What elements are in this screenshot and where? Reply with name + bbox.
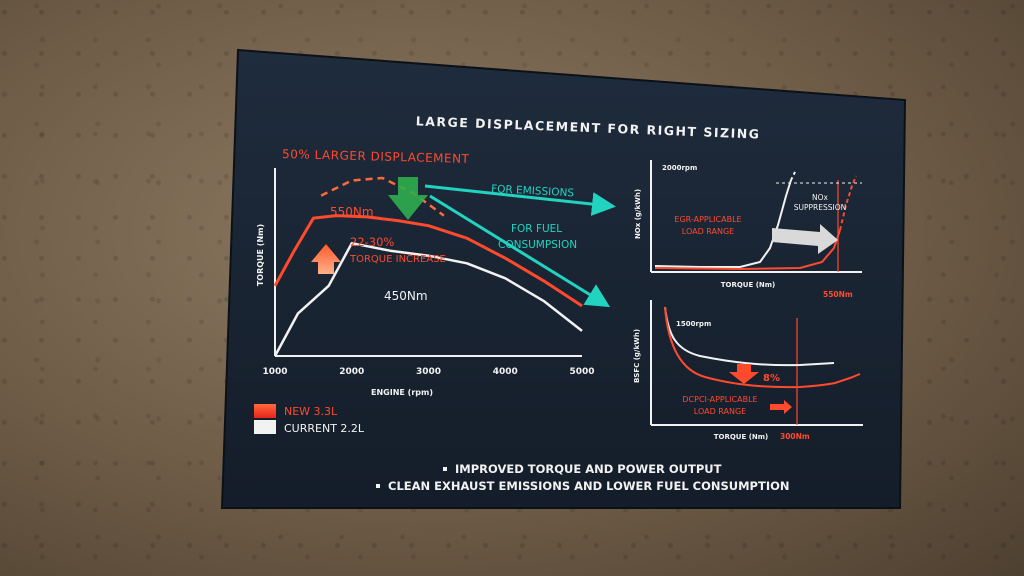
torque-x-label: ENGINE (rpm)	[371, 388, 433, 397]
fuel-arrow-label-1: FOR FUEL	[511, 223, 562, 235]
nox-suppression-arrow	[772, 224, 838, 254]
bsfc-range-label-1: DCPCI-APPLICABLE	[682, 395, 757, 404]
nox-y-label: NOx (g/kWh)	[634, 189, 642, 239]
legend-swatch-new	[254, 404, 276, 418]
torque-chart: TORQUE (Nm) ENGINE (rpm) 1000 2000 3000 400…	[256, 168, 595, 397]
fuel-arrow	[429, 194, 611, 308]
torque-y-label: TORQUE (Nm)	[256, 224, 265, 286]
current-peak-label: 450Nm	[384, 289, 428, 303]
new-torque-line	[273, 214, 583, 308]
headline-text: 50% LARGER DISPLACEMENT	[282, 147, 470, 166]
legend-label-new: NEW 3.3L	[284, 405, 338, 418]
nox-suppression-label-1: NOx	[812, 193, 829, 202]
green-down-arrow	[388, 177, 428, 220]
nox-chart: NOx (g/kWh) TORQUE (Nm) 2000rpm 550Nm NO…	[634, 160, 862, 299]
bsfc-x-label: TORQUE (Nm)	[714, 433, 769, 441]
bsfc-limit-label: 300Nm	[780, 432, 810, 441]
current-torque-line	[273, 241, 583, 357]
bullet-marker-2	[376, 484, 380, 488]
emissions-arrow	[424, 184, 616, 216]
bsfc-new-curve	[664, 306, 861, 389]
bsfc-current-curve	[664, 306, 835, 367]
torque-x-tick: 4000	[493, 367, 518, 377]
nox-subtitle: 2000rpm	[662, 164, 697, 172]
nox-range-label-2: LOAD RANGE	[682, 227, 734, 236]
bullet-marker-1	[443, 467, 447, 471]
bsfc-reduction-label: 8%	[763, 373, 780, 384]
nox-range-label-1: EGR-APPLICABLE	[674, 215, 741, 224]
increase-label-1: 22-30%	[350, 235, 394, 249]
torque-x-tick: 5000	[569, 367, 594, 377]
bsfc-range-arrow	[770, 400, 792, 414]
new-peak-label: 550Nm	[330, 205, 374, 219]
legend: NEW 3.3L CURRENT 2.2L	[254, 404, 365, 435]
nox-new-curve	[654, 229, 841, 271]
nox-x-label: TORQUE (Nm)	[721, 281, 776, 289]
legend-label-current: CURRENT 2.2L	[284, 422, 365, 435]
nox-suppression-label-2: SUPPRESSION	[794, 203, 847, 212]
bsfc-range-label-2: LOAD RANGE	[694, 407, 746, 416]
increase-label-2: TORQUE INCREASE	[349, 254, 446, 265]
emissions-arrow-label: FOR EMISSIONS	[491, 183, 575, 199]
torque-x-tick: 3000	[416, 367, 441, 377]
nox-new-dashed	[839, 175, 857, 231]
bsfc-subtitle: 1500rpm	[676, 320, 711, 328]
torque-x-tick: 1000	[262, 367, 287, 377]
bsfc-chart: BSFC (g/kWh) TORQUE (Nm) 1500rpm 300Nm 8…	[633, 300, 863, 441]
legend-swatch-current	[254, 420, 276, 434]
nox-current-dashed	[790, 169, 797, 181]
nox-limit-label: 550Nm	[823, 290, 853, 299]
bsfc-down-arrow	[729, 364, 759, 384]
bullet-list: IMPROVED TORQUE AND POWER OUTPUT CLEAN E…	[376, 462, 790, 493]
torque-x-tick: 2000	[339, 367, 364, 377]
red-up-arrow	[311, 244, 341, 274]
bullet-2: CLEAN EXHAUST EMISSIONS AND LOWER FUEL C…	[388, 479, 790, 493]
nox-current-curve	[654, 179, 792, 268]
bsfc-y-label: BSFC (g/kWh)	[633, 329, 641, 383]
fuel-arrow-label-2: CONSUMPSION	[498, 239, 577, 251]
bullet-1: IMPROVED TORQUE AND POWER OUTPUT	[455, 462, 722, 476]
